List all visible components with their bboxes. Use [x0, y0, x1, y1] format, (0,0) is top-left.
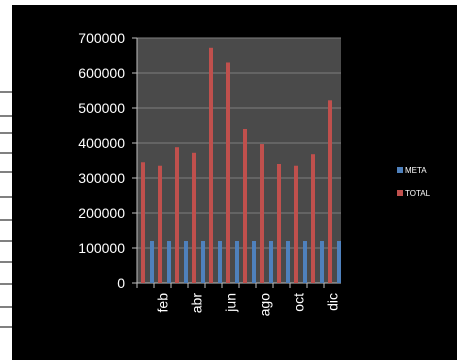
bars: [136, 47, 341, 288]
y-tick-label: 400000: [78, 135, 125, 151]
bar-total-oct: [294, 165, 298, 283]
legend-swatch: [397, 167, 403, 173]
y-tick-label: 300000: [78, 170, 125, 186]
x-tick-label: oct: [291, 293, 307, 312]
x-tick-label: feb: [155, 293, 171, 313]
edge-row-lines: [0, 91, 12, 328]
bar-total-nov: [311, 154, 315, 283]
bar-total-jun: [226, 62, 230, 283]
plot-area: [137, 38, 341, 283]
bar-meta-feb: [167, 241, 171, 283]
bar-total-dic: [328, 100, 332, 283]
bar-meta-ago: [269, 241, 273, 283]
bar-total-may: [209, 47, 213, 283]
x-tick-label: ago: [257, 293, 273, 317]
y-axis-tick-labels: 0 100000 200000 300000 400000 500000 600000 700…: [78, 30, 125, 291]
bar-total-jul: [243, 129, 247, 283]
bar-meta-dic: [337, 241, 341, 283]
bar-meta-may: [218, 241, 222, 283]
x-tick-label: jun: [223, 293, 239, 313]
bar-total-ago: [260, 144, 264, 283]
legend-swatch: [397, 190, 403, 196]
legend-label: TOTAL: [405, 189, 431, 198]
bar-meta-nov: [320, 241, 324, 283]
x-axis-tick-labels: feb abr jun ago oct dic: [155, 293, 341, 317]
x-tick-label: abr: [189, 293, 205, 314]
bar-total-sep: [277, 164, 281, 283]
bar-meta-abr: [201, 241, 205, 283]
y-tick-label: 100000: [78, 240, 125, 256]
bar-meta-mar: [184, 241, 188, 283]
bar-meta-jul: [252, 241, 256, 283]
legend-label: META: [405, 166, 427, 175]
bar-total-feb: [158, 165, 162, 283]
y-tick-label: 200000: [78, 205, 125, 221]
bar-meta-ene: [150, 241, 154, 283]
bar-total-mar: [175, 147, 179, 283]
y-tick-label: 600000: [78, 65, 125, 81]
bar-total-abr: [192, 152, 196, 283]
bar-meta-jun: [235, 241, 239, 283]
bar-meta-sep: [286, 241, 290, 283]
bar-total-ene: [141, 162, 145, 283]
bar-meta-oct: [303, 241, 307, 283]
legend: META TOTAL: [397, 166, 431, 198]
x-tick-label: dic: [325, 293, 341, 311]
y-tick-label: 700000: [78, 30, 125, 46]
y-tick-label: 500000: [78, 100, 125, 116]
y-tick-label: 0: [117, 275, 125, 291]
